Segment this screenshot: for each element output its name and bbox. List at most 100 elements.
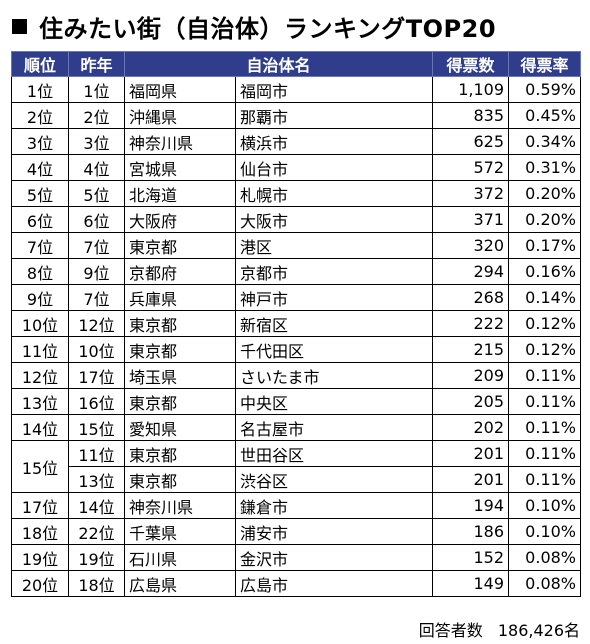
prefecture-cell: 東京都 xyxy=(124,440,236,467)
last-year-cell: 10位 xyxy=(68,336,125,363)
vote-rate-cell: 0.11% xyxy=(508,388,581,415)
city-cell: 浦安市 xyxy=(235,518,433,545)
table-row: 9位 7位 兵庫県 神戸市 268 0.14% xyxy=(11,284,581,311)
rank-cell: 12位 xyxy=(11,362,69,389)
votes-cell: 194 xyxy=(432,492,509,519)
prefecture-cell: 京都府 xyxy=(124,258,236,285)
table-row: 12位 17位 埼玉県 さいたま市 209 0.11% xyxy=(11,362,581,389)
prefecture-cell: 石川県 xyxy=(124,544,236,571)
last-year-cell: 3位 xyxy=(68,128,125,155)
rank-cell: 5位 xyxy=(11,180,69,207)
votes-cell: 320 xyxy=(432,232,509,259)
rank-cell: 8位 xyxy=(11,258,69,285)
table-row: 15位 11位 東京都 世田谷区 201 0.11% xyxy=(11,440,581,493)
header-rank: 順位 xyxy=(11,51,69,77)
prefecture-cell: 神奈川県 xyxy=(124,128,236,155)
table-row: 20位 18位 広島県 広島市 149 0.08% xyxy=(11,570,581,597)
vote-rate-cell: 0.12% xyxy=(508,336,581,363)
city-cell: 新宿区 xyxy=(235,310,433,337)
vote-rate-cell: 0.08% xyxy=(508,570,581,597)
title-bar: 住みたい街（自治体）ランキングTOP20 xyxy=(12,8,496,44)
votes-cell: 268 xyxy=(432,284,509,311)
last-year-cell: 19位 xyxy=(68,544,125,571)
prefecture-cell: 宮城県 xyxy=(124,154,236,181)
last-year-cell: 6位 xyxy=(68,206,125,233)
last-year-cell: 4位 xyxy=(68,154,125,181)
votes-cell: 222 xyxy=(432,310,509,337)
table-row: 13位 16位 東京都 中央区 205 0.11% xyxy=(11,388,581,415)
city-cell: 那覇市 xyxy=(235,102,433,129)
rank-cell: 10位 xyxy=(11,310,69,337)
prefecture-cell: 広島県 xyxy=(124,570,236,597)
table-row: 18位 22位 千葉県 浦安市 186 0.10% xyxy=(11,518,581,545)
rank-cell: 2位 xyxy=(11,102,69,129)
table-row: 8位 9位 京都府 京都市 294 0.16% xyxy=(11,258,581,285)
header-vote-rate: 得票率 xyxy=(508,51,581,77)
vote-rate-cell: 0.31% xyxy=(508,154,581,181)
prefecture-cell: 東京都 xyxy=(124,232,236,259)
last-year-cell: 7位 xyxy=(68,232,125,259)
prefecture-cell: 千葉県 xyxy=(124,518,236,545)
city-cell: さいたま市 xyxy=(235,362,433,389)
vote-rate-cell: 0.08% xyxy=(508,544,581,571)
votes-cell: 201 xyxy=(432,440,509,467)
rank-cell: 17位 xyxy=(11,492,69,519)
city-cell: 広島市 xyxy=(235,570,433,597)
last-year-cell: 1位 xyxy=(68,76,125,103)
rank-cell: 20位 xyxy=(11,570,69,597)
rank-cell: 7位 xyxy=(11,232,69,259)
votes-cell: 625 xyxy=(432,128,509,155)
header-municipality: 自治体名 xyxy=(124,51,433,77)
vote-rate-cell: 0.11% xyxy=(508,466,581,493)
vote-rate-cell: 0.10% xyxy=(508,492,581,519)
last-year-cell: 16位 xyxy=(68,388,125,415)
votes-cell: 205 xyxy=(432,388,509,415)
votes-cell: 572 xyxy=(432,154,509,181)
last-year-cell: 14位 xyxy=(68,492,125,519)
table-row: 1位 1位 福岡県 福岡市 1,109 0.59% xyxy=(11,76,581,103)
rank-cell: 18位 xyxy=(11,518,69,545)
votes-cell: 371 xyxy=(432,206,509,233)
table-row: 4位 4位 宮城県 仙台市 572 0.31% xyxy=(11,154,581,181)
vote-rate-cell: 0.45% xyxy=(508,102,581,129)
votes-cell: 294 xyxy=(432,258,509,285)
table-row: 2位 2位 沖縄県 那覇市 835 0.45% xyxy=(11,102,581,129)
votes-cell: 1,109 xyxy=(432,76,509,103)
table-row: 6位 6位 大阪府 大阪市 371 0.20% xyxy=(11,206,581,233)
city-cell: 渋谷区 xyxy=(235,466,433,493)
last-year-cell: 18位 xyxy=(68,570,125,597)
last-year-cell: 22位 xyxy=(68,518,125,545)
prefecture-cell: 東京都 xyxy=(124,388,236,415)
page-title: 住みたい街（自治体）ランキングTOP20 xyxy=(39,14,497,43)
city-cell: 福岡市 xyxy=(235,76,433,103)
votes-cell: 372 xyxy=(432,180,509,207)
votes-cell: 835 xyxy=(432,102,509,129)
city-cell: 世田谷区 xyxy=(235,440,433,467)
last-year-cell: 7位 xyxy=(68,284,125,311)
last-year-cell: 15位 xyxy=(68,414,125,441)
header-last-year: 昨年 xyxy=(68,51,125,77)
city-cell: 札幌市 xyxy=(235,180,433,207)
rank-cell: 14位 xyxy=(11,414,69,441)
last-year-cell: 2位 xyxy=(68,102,125,129)
table-row: 10位 12位 東京都 新宿区 222 0.12% xyxy=(11,310,581,337)
prefecture-cell: 神奈川県 xyxy=(124,492,236,519)
table-row: 11位 10位 東京都 千代田区 215 0.12% xyxy=(11,336,581,363)
rank-cell: 3位 xyxy=(11,128,69,155)
vote-rate-cell: 0.14% xyxy=(508,284,581,311)
votes-cell: 201 xyxy=(432,466,509,493)
table-row: 7位 7位 東京都 港区 320 0.17% xyxy=(11,232,581,259)
prefecture-cell: 福岡県 xyxy=(124,76,236,103)
vote-rate-cell: 0.11% xyxy=(508,440,581,467)
table-row: 14位 15位 愛知県 名古屋市 202 0.11% xyxy=(11,414,581,441)
header-votes: 得票数 xyxy=(432,51,509,77)
votes-cell: 215 xyxy=(432,336,509,363)
last-year-cell: 5位 xyxy=(68,180,125,207)
prefecture-cell: 埼玉県 xyxy=(124,362,236,389)
prefecture-cell: 東京都 xyxy=(124,336,236,363)
city-cell: 中央区 xyxy=(235,388,433,415)
prefecture-cell: 北海道 xyxy=(124,180,236,207)
vote-rate-cell: 0.10% xyxy=(508,518,581,545)
square-bullet-icon xyxy=(12,18,27,34)
